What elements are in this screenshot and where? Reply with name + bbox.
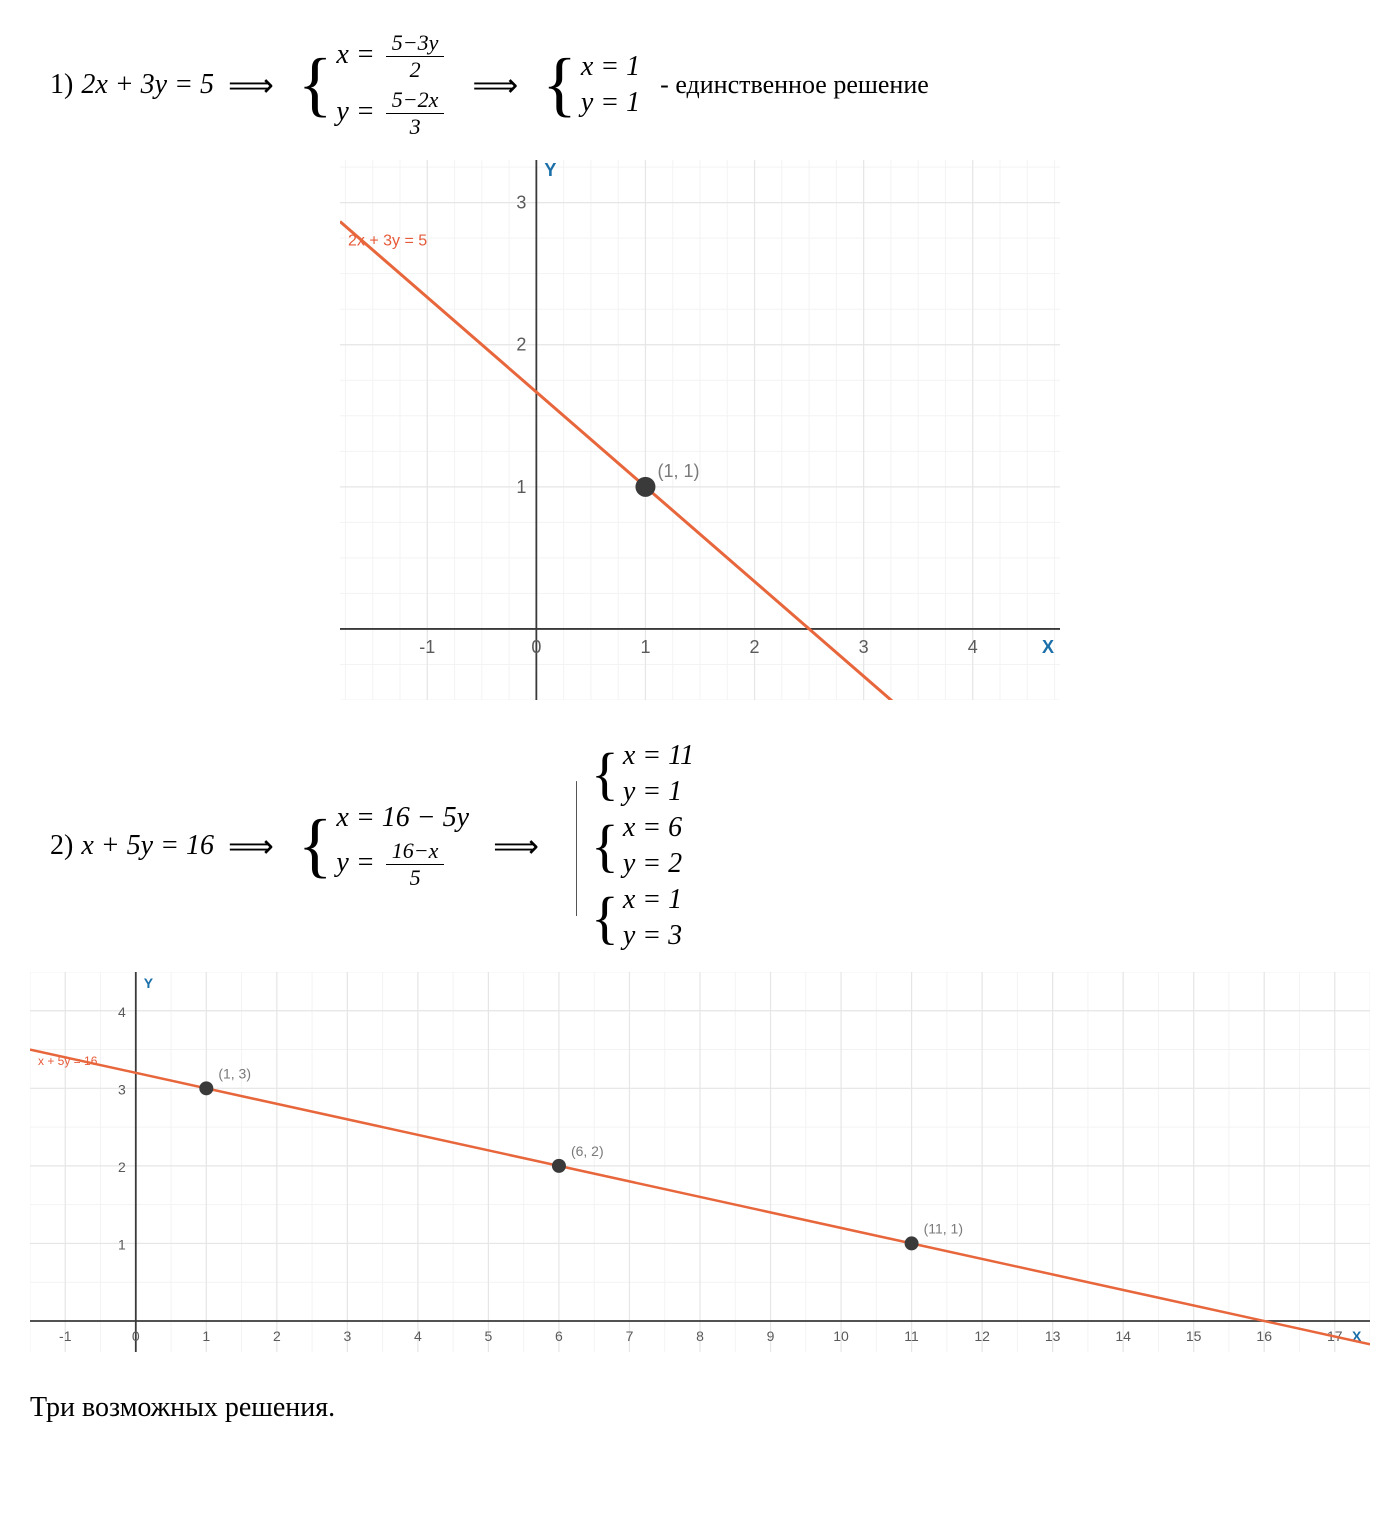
svg-text:Y: Y: [144, 975, 154, 991]
svg-text:4: 4: [968, 637, 978, 657]
brace-icon: {: [542, 54, 577, 115]
brace-icon: {: [591, 821, 619, 870]
implies-arrow: ⟹: [493, 827, 539, 865]
p2-index: 2): [50, 830, 73, 862]
svg-text:4: 4: [414, 1328, 422, 1344]
svg-text:3: 3: [859, 637, 869, 657]
svg-text:Y: Y: [544, 160, 556, 180]
brace-icon: {: [591, 893, 619, 942]
svg-text:3: 3: [516, 193, 526, 213]
svg-text:-1: -1: [419, 637, 435, 657]
svg-text:4: 4: [118, 1004, 126, 1020]
svg-text:0: 0: [132, 1328, 140, 1344]
svg-text:2: 2: [750, 637, 760, 657]
p1-eq-rhs: 5: [200, 69, 214, 101]
chart1-container: -101234123XY2x + 3y = 5(1, 1): [20, 160, 1380, 700]
svg-text:3: 3: [118, 1081, 126, 1097]
svg-text:(11, 1): (11, 1): [924, 1220, 963, 1236]
implies-arrow: ⟹: [228, 827, 274, 865]
p1-derived-system: { x = 5−3y 2 y = 5−2x 3: [298, 30, 449, 140]
svg-text:1: 1: [202, 1328, 210, 1344]
svg-text:0: 0: [531, 637, 541, 657]
svg-text:12: 12: [974, 1328, 990, 1344]
brace-icon: {: [591, 749, 619, 798]
svg-text:15: 15: [1186, 1328, 1202, 1344]
svg-text:11: 11: [904, 1328, 919, 1344]
svg-text:1: 1: [516, 477, 526, 497]
svg-text:-1: -1: [59, 1328, 72, 1344]
footer-text: Три возможных решения.: [30, 1392, 1380, 1424]
svg-text:16: 16: [1256, 1328, 1272, 1344]
p1-index: 1): [50, 69, 73, 101]
svg-text:5: 5: [485, 1328, 493, 1344]
svg-text:2: 2: [516, 335, 526, 355]
problem2-math: 2) x + 5y = 16 ⟹ { x = 16 − 5y y = 16−x …: [50, 740, 1380, 952]
problem1-math: 1) 2x + 3y = 5 ⟹ { x = 5−3y 2 y = 5−2x 3…: [50, 30, 1380, 140]
svg-text:1: 1: [118, 1236, 126, 1252]
p2-eq-lhs: x + 5y: [81, 830, 153, 862]
svg-text:3: 3: [343, 1328, 351, 1344]
svg-text:(1, 3): (1, 3): [218, 1065, 251, 1081]
svg-text:10: 10: [833, 1328, 849, 1344]
svg-text:8: 8: [696, 1328, 704, 1344]
brace-icon: {: [298, 815, 333, 876]
p1-note: - единственное решение: [660, 70, 929, 100]
p1-solution-system: { x = 1 y = 1: [542, 51, 640, 119]
chart2-container: -1012345678910111213141516171234XYx + 5y…: [30, 972, 1380, 1352]
brace-icon: {: [298, 54, 333, 115]
svg-text:x + 5y = 16: x + 5y = 16: [38, 1054, 98, 1068]
p2-derived-system: { x = 16 − 5y y = 16−x 5: [298, 802, 469, 891]
svg-text:13: 13: [1045, 1328, 1061, 1344]
svg-text:9: 9: [767, 1328, 775, 1344]
svg-text:X: X: [1042, 637, 1054, 657]
svg-text:2: 2: [273, 1328, 281, 1344]
svg-text:1: 1: [640, 637, 650, 657]
chart1-plot: -101234123XY2x + 3y = 5(1, 1): [340, 160, 1060, 700]
svg-text:6: 6: [555, 1328, 563, 1344]
implies-arrow: ⟹: [472, 66, 518, 104]
chart2-plot: -1012345678910111213141516171234XYx + 5y…: [30, 972, 1370, 1352]
p2-solutions: [ { x = 11 y = 1 { x = 6 y = 2 { x = 1: [563, 740, 704, 952]
svg-text:14: 14: [1115, 1328, 1131, 1344]
svg-text:7: 7: [626, 1328, 634, 1344]
svg-text:(1, 1): (1, 1): [657, 461, 699, 481]
svg-text:(6, 2): (6, 2): [571, 1143, 604, 1159]
svg-text:2: 2: [118, 1159, 126, 1175]
bracket-icon: [: [563, 776, 577, 916]
p1-eq-lhs: 2x + 3y: [81, 69, 167, 101]
p2-eq-rhs: 16: [186, 830, 214, 862]
implies-arrow: ⟹: [228, 66, 274, 104]
